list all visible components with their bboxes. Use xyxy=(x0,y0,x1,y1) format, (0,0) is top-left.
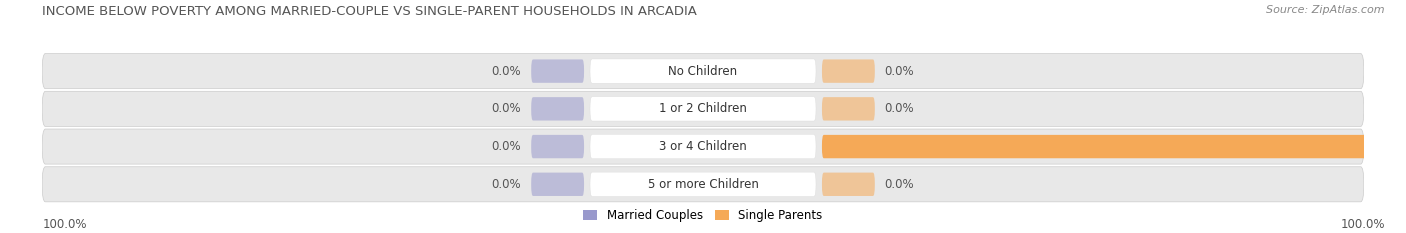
Text: 100.0%: 100.0% xyxy=(42,218,87,231)
Text: INCOME BELOW POVERTY AMONG MARRIED-COUPLE VS SINGLE-PARENT HOUSEHOLDS IN ARCADIA: INCOME BELOW POVERTY AMONG MARRIED-COUPL… xyxy=(42,5,697,18)
Text: 0.0%: 0.0% xyxy=(884,65,914,78)
Text: 5 or more Children: 5 or more Children xyxy=(648,178,758,191)
FancyBboxPatch shape xyxy=(823,97,875,120)
Text: 0.0%: 0.0% xyxy=(884,102,914,115)
FancyBboxPatch shape xyxy=(591,172,815,196)
Text: 0.0%: 0.0% xyxy=(492,102,522,115)
Legend: Married Couples, Single Parents: Married Couples, Single Parents xyxy=(579,205,827,227)
Text: 0.0%: 0.0% xyxy=(492,140,522,153)
FancyBboxPatch shape xyxy=(591,134,815,159)
FancyBboxPatch shape xyxy=(42,91,1364,126)
Text: 0.0%: 0.0% xyxy=(492,65,522,78)
FancyBboxPatch shape xyxy=(823,135,1406,158)
FancyBboxPatch shape xyxy=(42,54,1364,89)
Text: 100.0%: 100.0% xyxy=(1340,218,1385,231)
Text: 0.0%: 0.0% xyxy=(884,178,914,191)
FancyBboxPatch shape xyxy=(531,135,583,158)
Text: 3 or 4 Children: 3 or 4 Children xyxy=(659,140,747,153)
FancyBboxPatch shape xyxy=(42,167,1364,202)
Text: No Children: No Children xyxy=(668,65,738,78)
FancyBboxPatch shape xyxy=(591,97,815,121)
Text: 1 or 2 Children: 1 or 2 Children xyxy=(659,102,747,115)
FancyBboxPatch shape xyxy=(823,59,875,83)
Text: Source: ZipAtlas.com: Source: ZipAtlas.com xyxy=(1267,5,1385,15)
FancyBboxPatch shape xyxy=(591,59,815,83)
Text: 0.0%: 0.0% xyxy=(492,178,522,191)
FancyBboxPatch shape xyxy=(531,97,583,120)
FancyBboxPatch shape xyxy=(42,129,1364,164)
FancyBboxPatch shape xyxy=(531,59,583,83)
FancyBboxPatch shape xyxy=(531,173,583,196)
FancyBboxPatch shape xyxy=(823,173,875,196)
